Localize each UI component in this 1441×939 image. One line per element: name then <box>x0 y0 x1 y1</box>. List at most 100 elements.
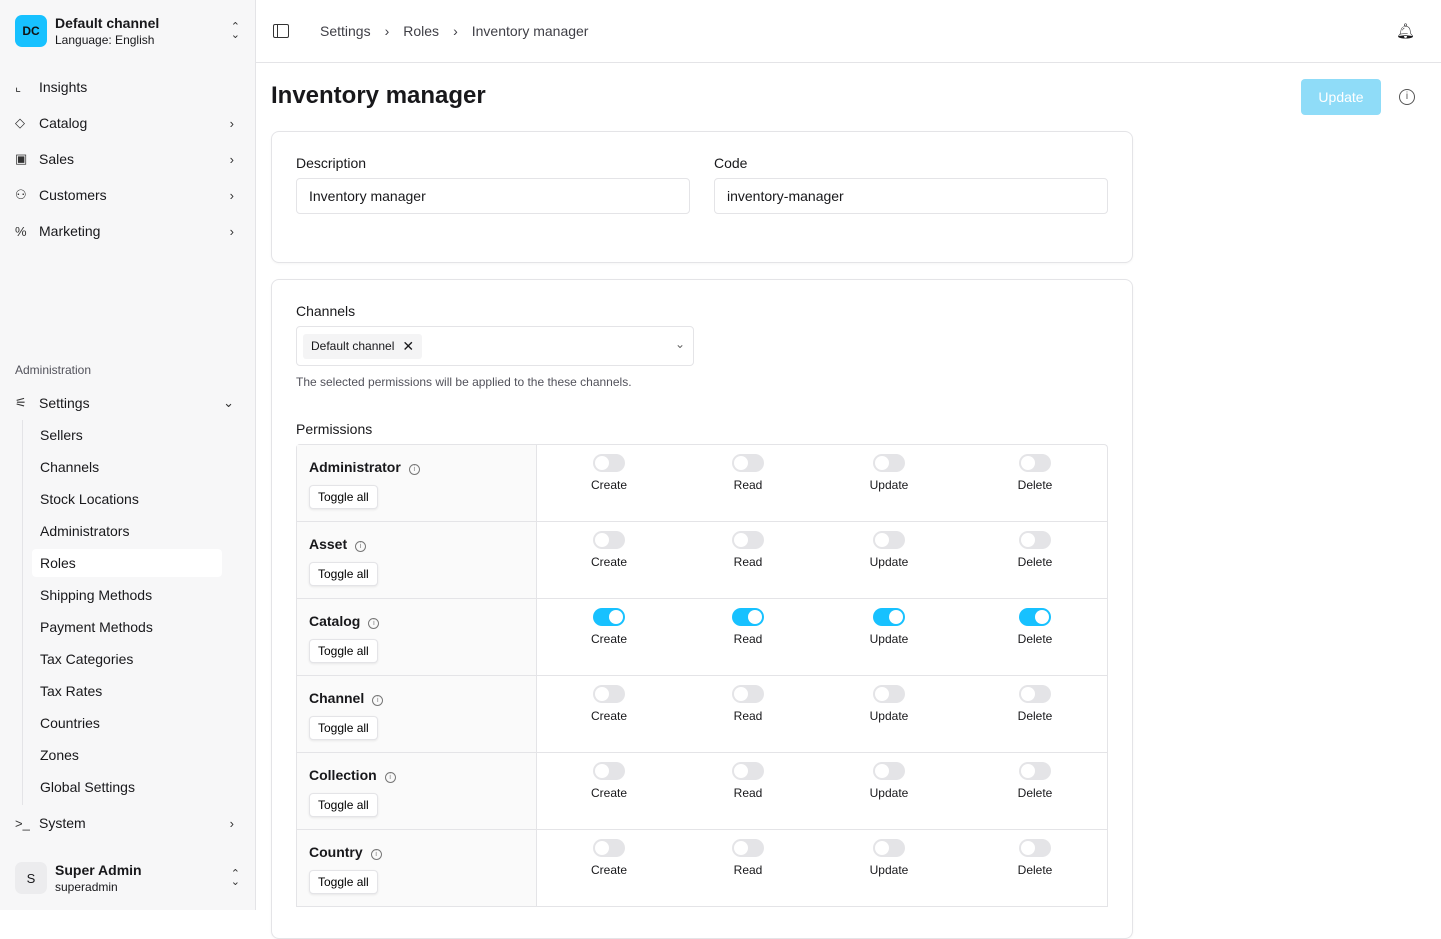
sidebar-subitem-administrators[interactable]: Administrators <box>40 523 130 539</box>
permission-name: Asset <box>309 536 348 552</box>
sidebar-subitem-channels[interactable]: Channels <box>40 459 100 475</box>
toggle-switch[interactable] <box>732 839 764 857</box>
toggle-all-button[interactable]: Toggle all <box>309 870 378 894</box>
permission-action-label: Update <box>869 709 909 723</box>
permission-name: Collection <box>309 767 377 783</box>
toggle-all-button[interactable]: Toggle all <box>309 793 378 817</box>
breadcrumb-roles[interactable]: Roles <box>403 23 440 39</box>
sidebar-item-catalog[interactable]: ◇ Catalog › <box>15 105 240 141</box>
toggle-switch[interactable] <box>1019 762 1051 780</box>
toggle-switch[interactable] <box>593 685 625 703</box>
bell-icon[interactable]: 🔔︎ <box>1395 23 1415 40</box>
toggle-switch[interactable] <box>873 839 905 857</box>
sidebar-subitem-tax-categories[interactable]: Tax Categories <box>40 651 134 667</box>
user-menu[interactable]: S Super Admin superadmin ⌃ ⌄ <box>15 862 240 894</box>
permission-action-label: Read <box>733 555 763 569</box>
permission-action-label: Read <box>733 786 763 800</box>
permission-create: Create <box>569 839 649 877</box>
remove-icon[interactable]: ✕ <box>402 337 415 354</box>
info-icon[interactable]: i <box>370 849 382 860</box>
breadcrumb-settings[interactable]: Settings <box>320 23 371 39</box>
channels-select[interactable]: Default channel ✕ ⌄ <box>296 326 694 366</box>
sidebar-subitem-roles[interactable]: Roles <box>32 549 222 577</box>
toggle-switch[interactable] <box>1019 608 1051 626</box>
toggle-switch[interactable] <box>873 685 905 703</box>
info-icon[interactable]: i <box>355 541 367 552</box>
toggle-switch[interactable] <box>593 762 625 780</box>
toggle-all-button[interactable]: Toggle all <box>309 716 378 740</box>
update-button[interactable]: Update <box>1301 79 1381 115</box>
sidebar-item-customers[interactable]: ⚇ Customers › <box>15 177 240 213</box>
chevron-right-icon: › <box>229 815 234 831</box>
divider <box>22 420 23 805</box>
sidebar-item-marketing[interactable]: % Marketing › <box>15 213 240 249</box>
toggle-switch[interactable] <box>593 608 625 626</box>
sidebar-subitem-tax-rates[interactable]: Tax Rates <box>40 683 103 699</box>
permission-name: Administrator <box>309 459 401 475</box>
toggle-switch[interactable] <box>732 685 764 703</box>
toggle-switch[interactable] <box>593 531 625 549</box>
code-input[interactable]: inventory-manager <box>714 178 1108 214</box>
toggle-switch[interactable] <box>873 454 905 472</box>
sidebar-item-system[interactable]: >_ System › <box>15 805 240 841</box>
description-input[interactable]: Inventory manager <box>296 178 690 214</box>
chip-label: Default channel <box>311 339 395 353</box>
permission-create: Create <box>569 685 649 723</box>
toggle-switch[interactable] <box>1019 839 1051 857</box>
sidebar-subitem-sellers[interactable]: Sellers <box>40 427 83 443</box>
sidebar-subitem-stock-locations[interactable]: Stock Locations <box>40 491 139 507</box>
permission-delete: Delete <box>995 839 1075 877</box>
toggle-switch[interactable] <box>873 531 905 549</box>
chevron-right-icon: › <box>453 23 458 39</box>
permission-action-label: Create <box>590 632 628 646</box>
permission-action-label: Delete <box>1017 786 1053 800</box>
chevron-right-icon: › <box>229 151 234 167</box>
permissions-table: Administrator i Toggle all Create Read Update… <box>296 444 1108 907</box>
toggle-all-button[interactable]: Toggle all <box>309 562 378 586</box>
chevrons-up-down-icon: ⌃ ⌄ <box>230 21 240 41</box>
channel-avatar: DC <box>15 15 47 47</box>
toggle-sidebar-icon[interactable] <box>273 24 289 38</box>
code-label: Code <box>714 155 748 171</box>
toggle-switch[interactable] <box>732 454 764 472</box>
info-icon[interactable]: i <box>408 464 420 475</box>
sidebar-subitem-zones[interactable]: Zones <box>40 747 79 763</box>
sidebar-subitem-payment-methods[interactable]: Payment Methods <box>40 619 153 635</box>
toggle-switch[interactable] <box>593 454 625 472</box>
toggle-switch[interactable] <box>732 608 764 626</box>
chevron-right-icon: › <box>229 223 234 239</box>
toggle-switch[interactable] <box>1019 531 1051 549</box>
toggle-switch[interactable] <box>732 531 764 549</box>
permission-read: Read <box>708 839 788 877</box>
info-icon[interactable]: i <box>372 695 384 706</box>
channel-switcher[interactable]: DC Default channel Language: English ⌃ ⌄ <box>15 15 240 47</box>
info-icon[interactable]: i <box>1399 89 1415 105</box>
toggle-switch[interactable] <box>593 839 625 857</box>
description-label: Description <box>296 155 367 171</box>
toggle-all-button[interactable]: Toggle all <box>309 485 378 509</box>
info-icon[interactable]: i <box>384 772 396 783</box>
permission-action-label: Create <box>590 478 628 492</box>
permission-create: Create <box>569 608 649 646</box>
sidebar-item-settings[interactable]: ⚟ Settings ⌄ <box>15 385 240 421</box>
users-icon: ⚇ <box>15 187 27 202</box>
sidebar-subitem-countries[interactable]: Countries <box>40 715 100 731</box>
terminal-icon: >_ <box>15 815 30 831</box>
sidebar-subitem-global-settings[interactable]: Global Settings <box>40 779 135 795</box>
toggle-switch[interactable] <box>732 762 764 780</box>
sidebar-item-sales[interactable]: ▣ Sales › <box>15 141 240 177</box>
shopping-bag-icon: ▣ <box>15 151 28 166</box>
toggle-switch[interactable] <box>1019 685 1051 703</box>
permission-action-label: Update <box>869 786 909 800</box>
info-icon[interactable]: i <box>368 618 380 629</box>
chevron-right-icon: › <box>384 23 390 39</box>
toggle-all-button[interactable]: Toggle all <box>309 639 378 663</box>
sidebar: DC Default channel Language: English ⌃ ⌄ ⌞… <box>0 0 256 910</box>
permission-action-label: Create <box>590 709 628 723</box>
toggle-switch[interactable] <box>1019 454 1051 472</box>
sidebar-item-insights[interactable]: ⌞ Insights <box>15 69 240 105</box>
section-label: Administration <box>15 363 92 377</box>
toggle-switch[interactable] <box>873 608 905 626</box>
sidebar-subitem-shipping-methods[interactable]: Shipping Methods <box>40 587 153 603</box>
toggle-switch[interactable] <box>873 762 905 780</box>
